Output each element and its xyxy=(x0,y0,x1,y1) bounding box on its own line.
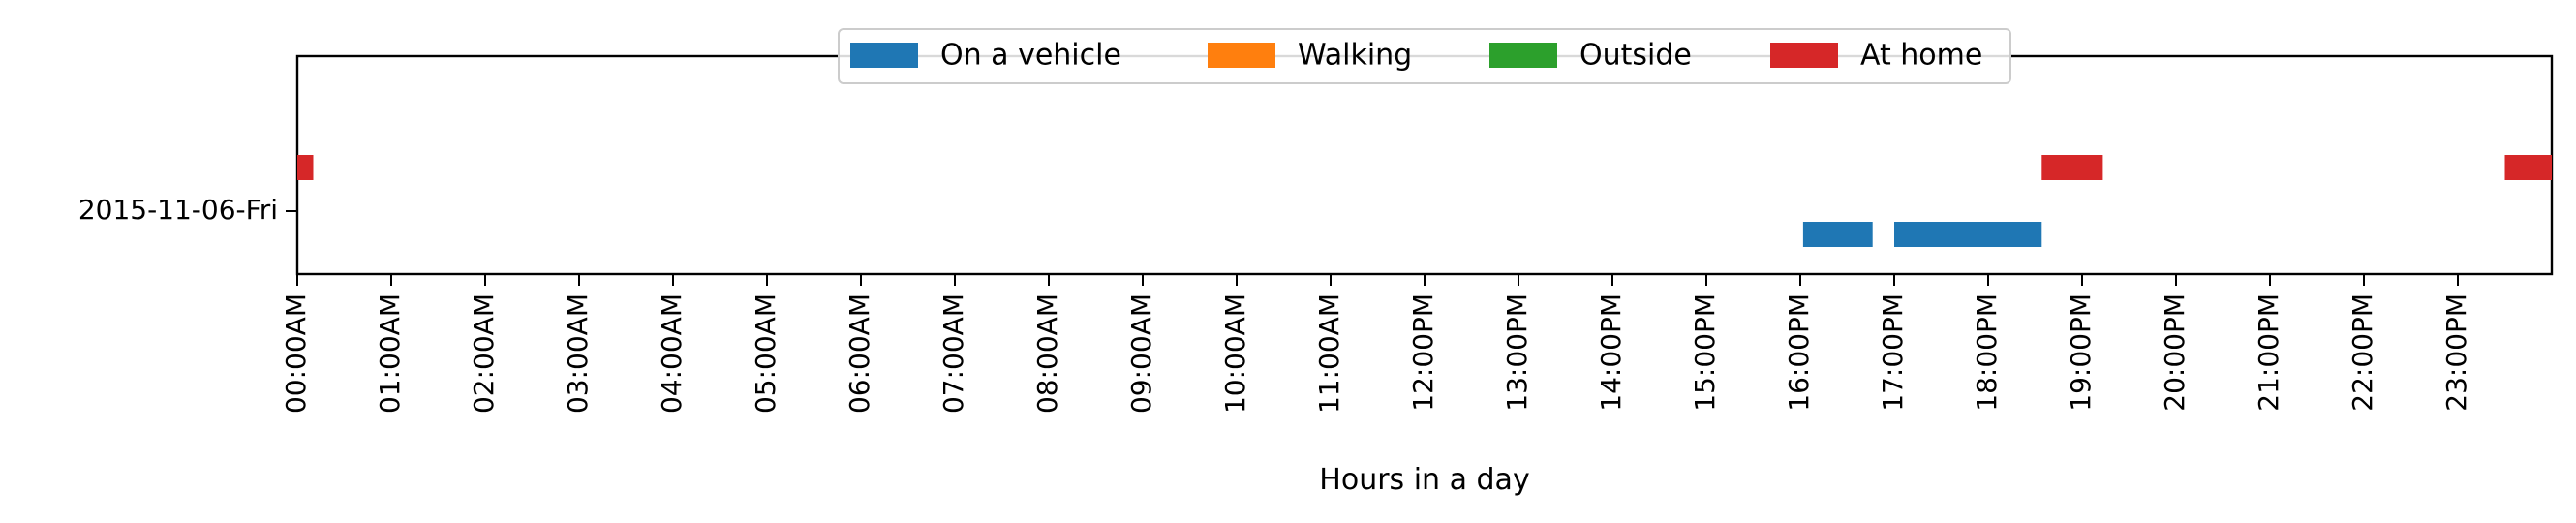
bar-at-home-0 xyxy=(297,155,314,180)
x-tick-label: 04:00AM xyxy=(656,293,688,414)
bar-on-a-vehicle-0 xyxy=(1802,222,1873,247)
x-tick-label: 03:00AM xyxy=(562,293,594,414)
legend-swatch-outside xyxy=(1489,43,1557,68)
legend-label-at-home: At home xyxy=(1860,39,1982,73)
x-tick-label: 16:00PM xyxy=(1783,293,1815,412)
x-tick-label: 20:00PM xyxy=(2159,293,2191,412)
y-tick-label: 2015-11-06-Fri xyxy=(78,194,278,226)
bar-at-home-2 xyxy=(2504,155,2552,180)
legend-label-outside: Outside xyxy=(1579,39,1692,73)
bars-group xyxy=(297,155,2552,247)
x-tick-label: 14:00PM xyxy=(1595,293,1627,412)
x-tick-label: 18:00PM xyxy=(1971,293,2003,412)
x-axis-label: Hours in a day xyxy=(1319,463,1529,497)
x-tick-label: 17:00PM xyxy=(1877,293,1909,412)
x-tick-label: 22:00PM xyxy=(2346,293,2378,412)
legend-label-on-a-vehicle: On a vehicle xyxy=(940,39,1121,73)
legend-frame xyxy=(838,28,2011,84)
x-tick-label: 23:00PM xyxy=(2440,293,2472,412)
x-tick-label: 07:00AM xyxy=(937,293,969,414)
x-tick-label: 09:00AM xyxy=(1125,293,1157,414)
x-tick-label: 15:00PM xyxy=(1689,293,1721,412)
plot-area xyxy=(295,54,2554,276)
legend-swatch-on-a-vehicle xyxy=(850,43,918,68)
legend-swatch-walking xyxy=(1208,43,1275,68)
legend-label-walking: Walking xyxy=(1298,39,1412,73)
x-tick-label: 21:00PM xyxy=(2253,293,2285,412)
legend-swatch-at-home xyxy=(1770,43,1838,68)
x-tick-label: 06:00AM xyxy=(843,293,875,414)
y-axis-ticks: 2015-11-06-Fri xyxy=(78,194,297,226)
bar-on-a-vehicle-1 xyxy=(1894,222,2042,247)
x-tick-label: 02:00AM xyxy=(468,293,500,414)
x-tick-label: 19:00PM xyxy=(2065,293,2097,412)
bar-at-home-1 xyxy=(2041,155,2103,180)
x-tick-label: 00:00AM xyxy=(280,293,312,414)
x-tick-label: 12:00PM xyxy=(1407,293,1439,412)
x-axis-ticks: 00:00AM 01:00AM 02:00AM 03:00AM 04:00AM 05:00… xyxy=(280,274,2472,414)
x-tick-label: 01:00AM xyxy=(374,293,406,414)
x-tick-label: 13:00PM xyxy=(1501,293,1533,412)
legend: On a vehicle Walking Outside At home xyxy=(838,28,2011,84)
x-tick-label: 10:00AM xyxy=(1219,293,1251,414)
x-tick-label: 11:00AM xyxy=(1313,293,1345,414)
x-tick-label: 05:00AM xyxy=(750,293,782,414)
x-tick-label: 08:00AM xyxy=(1031,293,1063,414)
